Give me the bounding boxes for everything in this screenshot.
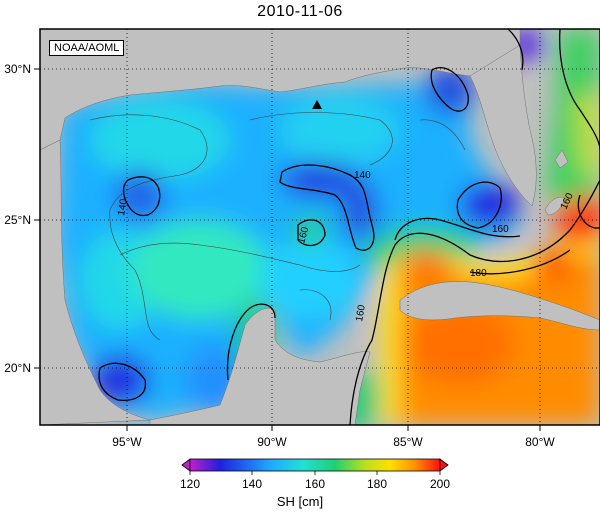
- lat-label: 20°N: [4, 361, 31, 375]
- lon-label: 90°W: [257, 435, 287, 449]
- contour-label: 160: [160, 180, 174, 199]
- credit-label: NOAA/AOML: [49, 40, 125, 56]
- contour-label: 160: [296, 225, 311, 244]
- lon-label: 80°W: [525, 435, 555, 449]
- contours-thick: [98, 29, 600, 425]
- colorbar: 120 140 160 180 200: [180, 458, 450, 491]
- land-masses: [40, 29, 600, 425]
- colorbar-tick: 180: [367, 477, 387, 491]
- colorbar-tick: 200: [430, 477, 450, 491]
- contours-thin: [89, 112, 466, 341]
- colorbar-tick: 120: [180, 477, 200, 491]
- contour-label: 160: [354, 304, 368, 323]
- contour-label: 180: [470, 268, 487, 279]
- colorbar-unit-label: SH [cm]: [276, 494, 324, 509]
- contour-label: 140: [354, 170, 371, 181]
- contour-label: 140: [116, 198, 130, 217]
- sea-height-field: [55, 29, 600, 425]
- graticule: [40, 29, 600, 425]
- lat-label: 30°N: [4, 62, 31, 76]
- colorbar-tick: 160: [305, 477, 325, 491]
- contour-label: 160: [492, 224, 509, 235]
- lon-label: 95°W: [112, 435, 142, 449]
- lon-label: 85°W: [393, 435, 423, 449]
- station-marker-icon: [312, 100, 322, 109]
- map-frame: [39, 28, 600, 426]
- lat-label: 25°N: [4, 213, 31, 227]
- axis-ticks: [34, 68, 541, 431]
- map-title: 2010-11-06: [257, 3, 343, 20]
- colorbar-tick: 140: [242, 477, 262, 491]
